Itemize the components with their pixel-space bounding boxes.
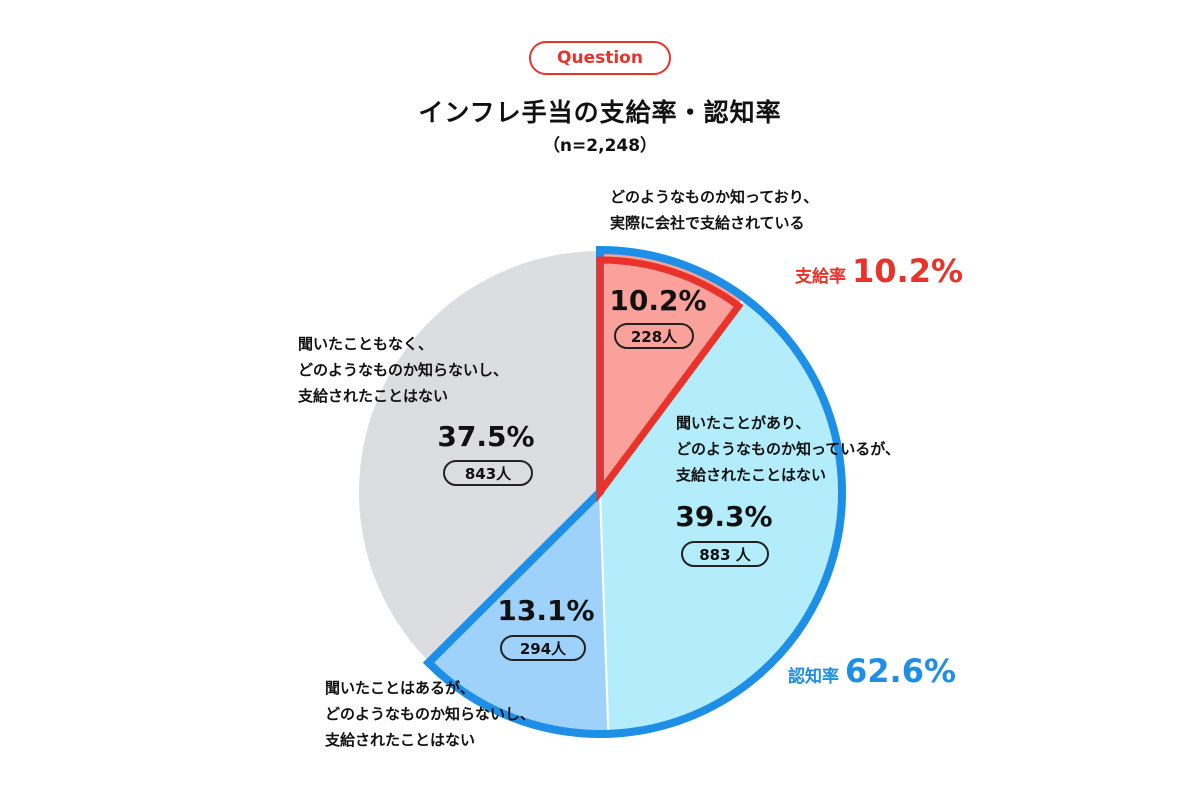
question-badge: Question	[529, 41, 671, 75]
pie-slice-4	[357, 248, 601, 665]
slice-1-desc-line-1: どのようなものか知っており、	[610, 188, 819, 206]
slice-3-desc-line-1: 聞いたことはあるが、	[325, 679, 475, 697]
awareness-rate-value: 62.6%	[845, 652, 957, 690]
slice-4-desc-line-2: どのようなものか知らないし、	[298, 361, 509, 379]
slice-2-description: 聞いたことがあり、 どのようなものか知っているが、 支給されたことはない	[676, 410, 900, 488]
awareness-outline	[422, 245, 846, 738]
slice-4-desc-line-1: 聞いたこともなく、	[298, 335, 434, 353]
slice-4-description: 聞いたこともなく、 どのようなものか知らないし、 支給されたことはない	[298, 331, 508, 409]
slice-3-percent: 13.1%	[497, 594, 595, 627]
slice-3-desc-line-2: どのようなものか知らないし、	[325, 705, 536, 723]
slice-1-description: どのようなものか知っており、 実際に会社で支給されている	[610, 184, 818, 236]
payment-rate-label: 支給率	[795, 267, 846, 287]
slice-4-percent: 37.5%	[437, 420, 535, 453]
slice-2-count: 883 人	[681, 541, 769, 567]
slice-2-desc-line-2: どのようなものか知っているが、	[676, 440, 900, 458]
slice-2-desc-line-1: 聞いたことがあり、	[676, 414, 811, 432]
slice-4-count: 843人	[443, 460, 533, 486]
payment-rate-value: 10.2%	[852, 252, 964, 290]
slice-1-count: 228人	[614, 323, 694, 349]
slice-2-percent: 39.3%	[675, 500, 773, 533]
slice-3-count: 294人	[500, 635, 586, 661]
chart-title: インフレ手当の支給率・認知率	[418, 98, 782, 127]
slice-3-description: 聞いたことはあるが、 どのようなものか知らないし、 支給されたことはない	[325, 675, 535, 753]
awareness-rate-label: 認知率	[788, 667, 839, 687]
slice-1-percent: 10.2%	[609, 284, 707, 317]
slice-3-desc-line-3: 支給されたことはない	[325, 731, 476, 749]
sample-size: （n=2,248）	[542, 136, 658, 156]
slice-2-desc-line-3: 支給されたことはない	[676, 466, 827, 484]
payment-rate: 支給率 10.2%	[795, 252, 963, 290]
slice-1-desc-line-2: 実際に会社で支給されている	[610, 214, 805, 232]
awareness-rate: 認知率 62.6%	[788, 652, 956, 690]
payment-outline	[596, 256, 744, 503]
slice-4-desc-line-3: 支給されたことはない	[298, 387, 449, 405]
